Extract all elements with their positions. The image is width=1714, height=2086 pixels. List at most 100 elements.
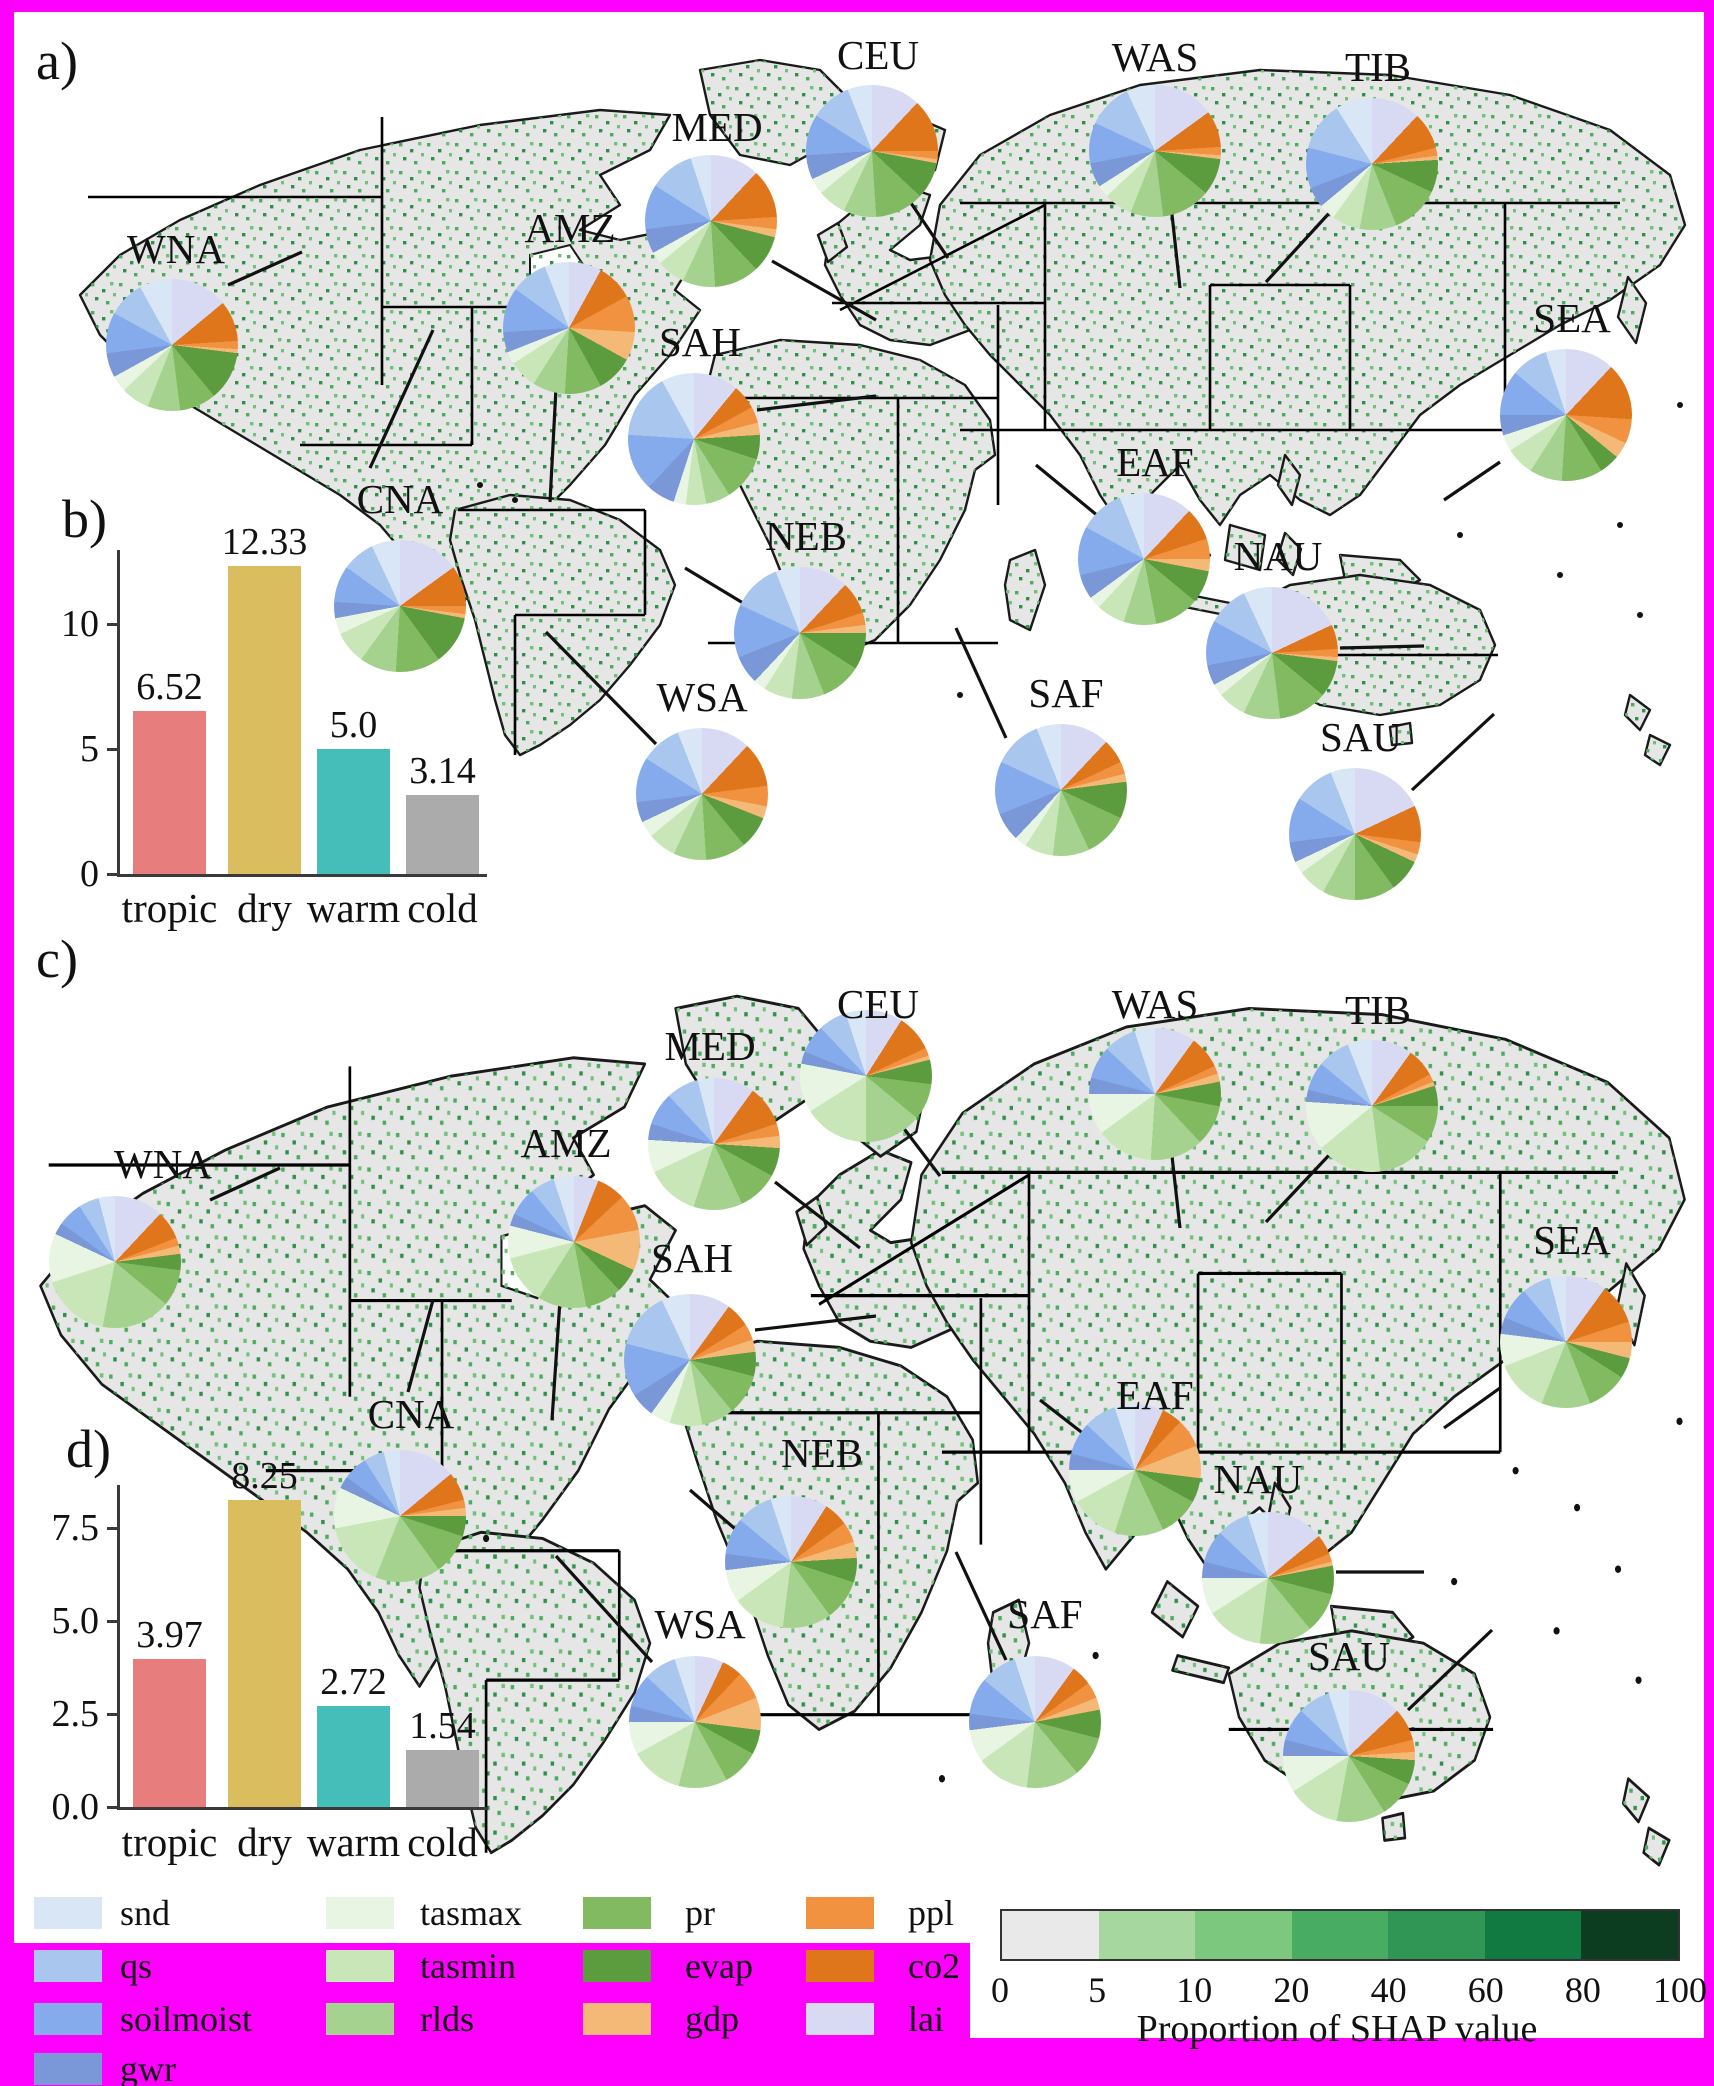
region-label-c-was: WAS — [1111, 981, 1199, 1027]
legend-swatch-lai — [806, 2003, 874, 2035]
region-label-c-saf: SAF — [1007, 1591, 1083, 1637]
pie-c-sau — [1283, 1690, 1415, 1822]
legend-swatch-qs — [34, 1950, 102, 1982]
legend-swatch-co2 — [806, 1950, 874, 1982]
bar-value-bar_d-dry: 8.25 — [231, 1455, 298, 1497]
bar-bar_d-dry — [228, 1500, 301, 1807]
region-label-a-nau: NAU — [1233, 533, 1323, 579]
panel-label-b: b) — [62, 489, 107, 549]
region-label-c-wna: WNA — [114, 1141, 212, 1187]
y-axis-bar_d — [117, 1485, 120, 1807]
colorbar-title: Proportion of SHAP value — [1136, 2008, 1538, 2050]
y-tick-bar_d-2 — [107, 1620, 117, 1623]
region-label-a-sea: SEA — [1533, 295, 1611, 341]
pie-a-wsa — [636, 728, 768, 860]
bar-bar_b-cold — [406, 795, 479, 874]
region-label-c-eaf: EAF — [1116, 1372, 1194, 1418]
panel-label-c: c) — [36, 929, 78, 989]
bar-bar_b-warm — [317, 749, 390, 874]
colorbar-segment-5 — [1484, 1911, 1582, 1959]
legend-swatch-soilmoist — [34, 2003, 102, 2035]
pie-a-amz — [503, 262, 635, 394]
pie-c-ceu — [800, 1010, 932, 1142]
legend-swatch-gdp — [583, 2003, 651, 2035]
panel-label-a: a) — [36, 31, 78, 91]
bar-cat-label-bar_b-dry: dry — [237, 885, 292, 931]
legend-label-co2: co2 — [908, 1946, 960, 1986]
legend-label-soilmoist: soilmoist — [120, 1999, 253, 2039]
bar-cat-label-bar_d-cold: cold — [407, 1819, 478, 1865]
bar-value-bar_b-dry: 12.33 — [221, 521, 308, 563]
colorbar-gradient — [1000, 1909, 1680, 1961]
pie-c-sea — [1500, 1276, 1632, 1408]
region-label-a-saf: SAF — [1028, 670, 1104, 716]
pie-c-nau — [1202, 1512, 1334, 1644]
colorbar-segment-3 — [1291, 1911, 1389, 1959]
colorbar-tick-7: 100 — [1653, 1970, 1707, 2010]
shap-colorbar: 0 5 10 20 40 60 80 100 Proportion of SHAP value — [970, 1895, 1707, 2050]
pie-a-sea — [1500, 349, 1632, 481]
bar-value-bar_b-cold: 3.14 — [409, 750, 476, 792]
colorbar-tick-2: 10 — [1176, 1970, 1213, 2010]
y-tick-label-bar_b-2: 10 — [61, 603, 99, 645]
region-label-a-was: WAS — [1111, 34, 1199, 80]
bar-bar_d-warm — [317, 1706, 390, 1807]
pie-a-wna — [106, 279, 238, 411]
legend-swatch-tasmax — [326, 1897, 394, 1929]
y-tick-bar_b-2 — [107, 623, 117, 626]
bar-cat-label-bar_d-warm: warm — [306, 1819, 401, 1865]
bar-cat-label-bar_d-dry: dry — [237, 1819, 292, 1865]
legend-swatch-evap — [583, 1950, 651, 1982]
legend-label-gdp: gdp — [685, 1999, 739, 2039]
region-label-c-wsa: WSA — [654, 1601, 746, 1647]
region-label-c-cna: CNA — [367, 1391, 455, 1437]
pie-a-tib — [1306, 98, 1438, 230]
legend-swatch-tasmin — [326, 1950, 394, 1982]
bar-value-bar_d-warm: 2.72 — [320, 1661, 387, 1703]
y-tick-label-bar_d-3: 7.5 — [51, 1507, 100, 1549]
region-label-c-neb: NEB — [781, 1430, 863, 1476]
pie-c-wsa — [629, 1656, 761, 1788]
colorbar-tick-0: 0 — [991, 1970, 1009, 2010]
pie-c-was — [1089, 1028, 1221, 1160]
y-tick-label-bar_b-1: 5 — [80, 728, 99, 770]
region-label-c-amz: AMZ — [520, 1120, 612, 1166]
x-axis-bar_d — [117, 1807, 487, 1810]
legend-swatch-rlds — [326, 2003, 394, 2035]
legend-swatch-gwr — [34, 2053, 102, 2085]
region-label-a-ceu: CEU — [837, 32, 919, 78]
legend-label-pr: pr — [685, 1893, 715, 1933]
legend-label-rlds: rlds — [420, 1999, 474, 2039]
region-label-a-sah: SAH — [658, 319, 742, 365]
legend-swatch-pr — [583, 1897, 651, 1929]
region-label-a-wna: WNA — [127, 226, 225, 272]
region-label-a-neb: NEB — [765, 513, 847, 559]
bar-bar_d-tropic — [133, 1659, 206, 1807]
colorbar-tick-4: 40 — [1370, 1970, 1407, 2010]
pie-c-eaf — [1069, 1404, 1201, 1536]
pie-c-wna — [49, 1196, 181, 1328]
colorbar-tick-5: 60 — [1467, 1970, 1504, 2010]
region-label-a-amz: AMZ — [524, 205, 616, 251]
y-tick-bar_b-0 — [107, 873, 117, 876]
region-label-a-tib: TIB — [1344, 44, 1412, 90]
bar-cat-label-bar_b-warm: warm — [306, 885, 401, 931]
pie-c-tib — [1306, 1040, 1438, 1172]
y-tick-label-bar_d-1: 2.5 — [51, 1693, 100, 1735]
pie-c-saf — [969, 1656, 1101, 1788]
region-label-a-wsa: WSA — [656, 674, 748, 720]
y-tick-bar_d-3 — [107, 1527, 117, 1530]
region-label-c-sea: SEA — [1533, 1217, 1611, 1263]
colorbar-segment-0 — [1002, 1911, 1099, 1959]
region-label-a-sau: SAU — [1319, 714, 1403, 760]
region-label-a-cna: CNA — [356, 476, 444, 522]
region-label-c-med: MED — [664, 1023, 756, 1069]
pie-a-was — [1089, 85, 1221, 217]
bar-value-bar_d-tropic: 3.97 — [136, 1614, 203, 1656]
legend-label-lai: lai — [908, 1999, 944, 2039]
panel-label-d: d) — [66, 1419, 111, 1479]
pie-c-sah — [624, 1294, 756, 1426]
region-label-c-ceu: CEU — [837, 981, 919, 1027]
legend-label-tasmax: tasmax — [420, 1893, 522, 1933]
colorbar-tick-1: 5 — [1088, 1970, 1107, 2010]
